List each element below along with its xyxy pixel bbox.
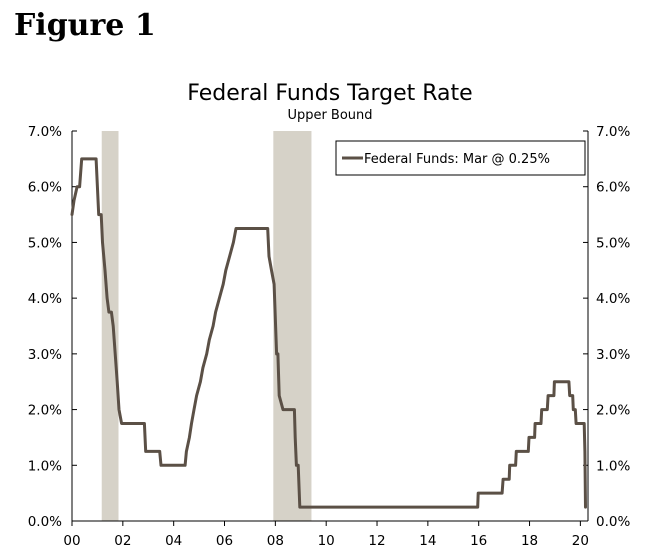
y-tick-label-left: 0.0% (28, 514, 62, 530)
x-tick-label: 02 (114, 533, 131, 549)
y-tick-label-right: 0.0% (596, 514, 630, 530)
y-tick-label-left: 7.0% (28, 124, 62, 140)
x-tick-label: 14 (419, 533, 436, 549)
legend: Federal Funds: Mar @ 0.25% (335, 140, 586, 176)
legend-box (335, 140, 586, 176)
y-tick-label-left: 3.0% (28, 347, 62, 363)
recession-band-1 (101, 131, 119, 521)
chart-title: Federal Funds Target Rate (187, 81, 472, 106)
legend-label: Federal Funds: Mar @ 0.25% (364, 152, 550, 167)
y-tick-label-left: 1.0% (28, 458, 62, 474)
y-tick-label-left: 4.0% (28, 291, 62, 307)
x-tick-label: 16 (470, 533, 487, 549)
y-tick-label-right: 3.0% (596, 347, 630, 363)
x-tick-label: 20 (572, 533, 589, 549)
y-tick-label-left: 5.0% (28, 235, 62, 251)
x-tick-label: 12 (368, 533, 385, 549)
axes: 0.0% 0.0% 1.0% 1.0% 2.0% 2.0% 3.0% 3.0% 4.0% 4.0%… (28, 124, 631, 549)
x-tick-label: 04 (165, 533, 182, 549)
y-tick-label-right: 7.0% (596, 124, 630, 140)
x-tick-label: 00 (63, 533, 80, 549)
x-tick-label: 18 (521, 533, 538, 549)
chart-subtitle: Upper Bound (287, 108, 372, 123)
recession-bands (101, 131, 312, 521)
x-tick-label: 10 (318, 533, 335, 549)
series-line-fed-funds (70, 157, 587, 509)
y-tick-label-left: 6.0% (28, 180, 62, 196)
x-tick-label: 06 (216, 533, 233, 549)
series-layer (70, 157, 587, 509)
y-tick-label-right: 1.0% (596, 458, 630, 474)
y-tick-label-right: 5.0% (596, 235, 630, 251)
y-tick-label-left: 2.0% (28, 403, 62, 419)
y-tick-label-right: 2.0% (596, 403, 630, 419)
figure-label: Figure 1 (14, 8, 156, 43)
y-tick-label-right: 4.0% (596, 291, 630, 307)
x-tick-label: 08 (267, 533, 284, 549)
y-tick-label-right: 6.0% (596, 180, 630, 196)
recession-band-2 (273, 131, 312, 521)
